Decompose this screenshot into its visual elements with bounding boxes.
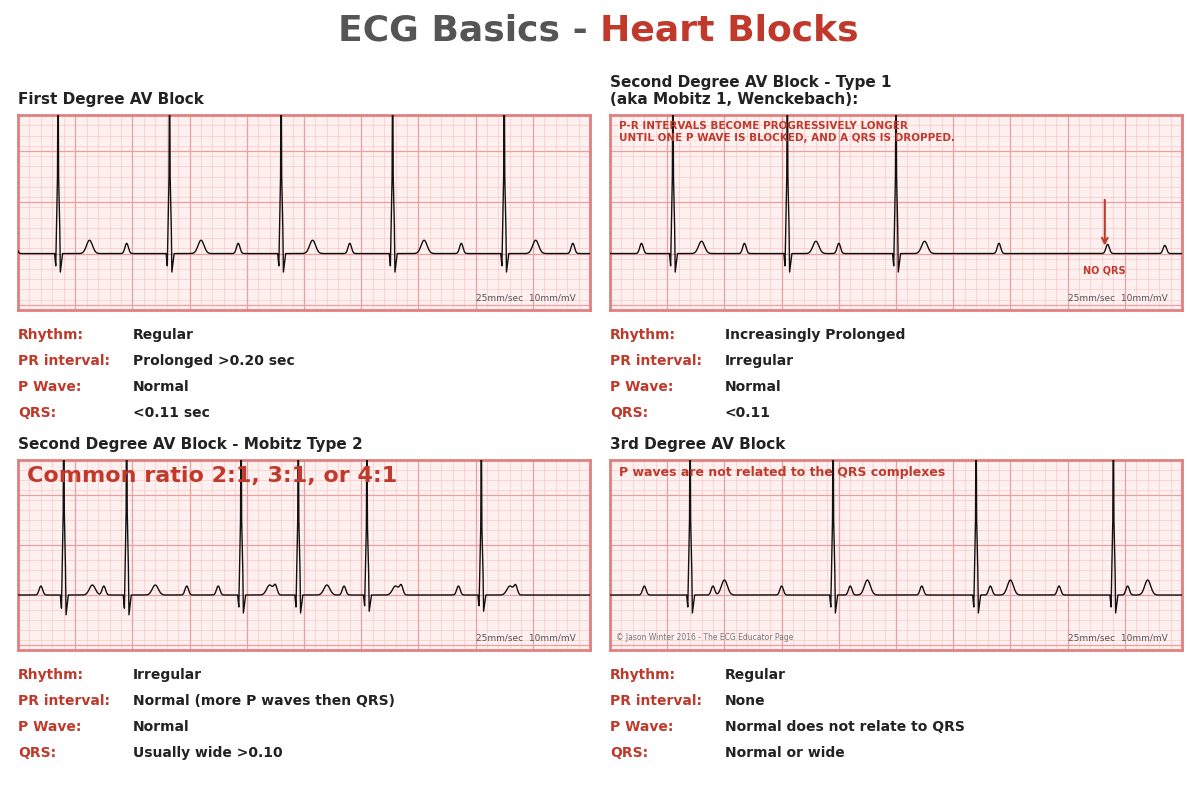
Text: 25mm/sec  10mm/mV: 25mm/sec 10mm/mV (1068, 293, 1168, 302)
Text: Normal or wide: Normal or wide (725, 746, 845, 760)
Text: P waves are not related to the QRS complexes: P waves are not related to the QRS compl… (618, 466, 944, 479)
Text: QRS:: QRS: (610, 406, 648, 420)
Text: P Wave:: P Wave: (18, 720, 82, 734)
Text: Increasingly Prolonged: Increasingly Prolonged (725, 328, 905, 342)
Text: First Degree AV Block: First Degree AV Block (18, 92, 204, 107)
Text: <0.11: <0.11 (725, 406, 772, 420)
Text: Regular: Regular (725, 668, 786, 682)
Text: Prolonged >0.20 sec: Prolonged >0.20 sec (133, 354, 295, 368)
Text: Second Degree AV Block - Mobitz Type 2: Second Degree AV Block - Mobitz Type 2 (18, 437, 362, 452)
Text: Normal does not relate to QRS: Normal does not relate to QRS (725, 720, 965, 734)
Text: Normal: Normal (725, 380, 781, 394)
Text: Rhythm:: Rhythm: (610, 668, 676, 682)
Text: Rhythm:: Rhythm: (18, 668, 84, 682)
Text: QRS:: QRS: (18, 406, 56, 420)
Text: PR interval:: PR interval: (610, 694, 702, 708)
Text: Heart Blocks: Heart Blocks (600, 14, 859, 48)
Text: <0.11 sec: <0.11 sec (133, 406, 210, 420)
Text: Regular: Regular (133, 328, 194, 342)
Text: Irregular: Irregular (725, 354, 794, 368)
Text: ECG Basics -: ECG Basics - (337, 14, 600, 48)
Text: PR interval:: PR interval: (610, 354, 702, 368)
Text: Normal: Normal (133, 720, 190, 734)
Text: © Jason Winter 2016 - The ECG Educator Page: © Jason Winter 2016 - The ECG Educator P… (616, 634, 793, 642)
Text: P Wave:: P Wave: (610, 720, 673, 734)
Text: P Wave:: P Wave: (18, 380, 82, 394)
Text: Usually wide >0.10: Usually wide >0.10 (133, 746, 283, 760)
Text: PR interval:: PR interval: (18, 354, 110, 368)
Text: P Wave:: P Wave: (610, 380, 673, 394)
Text: 25mm/sec  10mm/mV: 25mm/sec 10mm/mV (476, 293, 576, 302)
Text: P-R INTERVALS BECOME PROGRESSIVELY LONGER
UNTIL ONE P WAVE IS BLOCKED, AND A QRS: P-R INTERVALS BECOME PROGRESSIVELY LONGE… (618, 121, 954, 143)
Text: Normal (more P waves then QRS): Normal (more P waves then QRS) (133, 694, 395, 708)
Text: QRS:: QRS: (610, 746, 648, 760)
Text: 3rd Degree AV Block: 3rd Degree AV Block (610, 437, 785, 452)
Text: Common ratio 2:1, 3:1, or 4:1: Common ratio 2:1, 3:1, or 4:1 (26, 466, 397, 486)
Text: Rhythm:: Rhythm: (610, 328, 676, 342)
Text: 25mm/sec  10mm/mV: 25mm/sec 10mm/mV (476, 634, 576, 642)
Text: None: None (725, 694, 766, 708)
Text: Irregular: Irregular (133, 668, 202, 682)
Text: 25mm/sec  10mm/mV: 25mm/sec 10mm/mV (1068, 634, 1168, 642)
Text: QRS:: QRS: (18, 746, 56, 760)
Text: NO QRS: NO QRS (1084, 266, 1126, 276)
Text: Rhythm:: Rhythm: (18, 328, 84, 342)
Text: PR interval:: PR interval: (18, 694, 110, 708)
Text: Second Degree AV Block - Type 1
(aka Mobitz 1, Wenckebach):: Second Degree AV Block - Type 1 (aka Mob… (610, 75, 892, 107)
Text: Normal: Normal (133, 380, 190, 394)
